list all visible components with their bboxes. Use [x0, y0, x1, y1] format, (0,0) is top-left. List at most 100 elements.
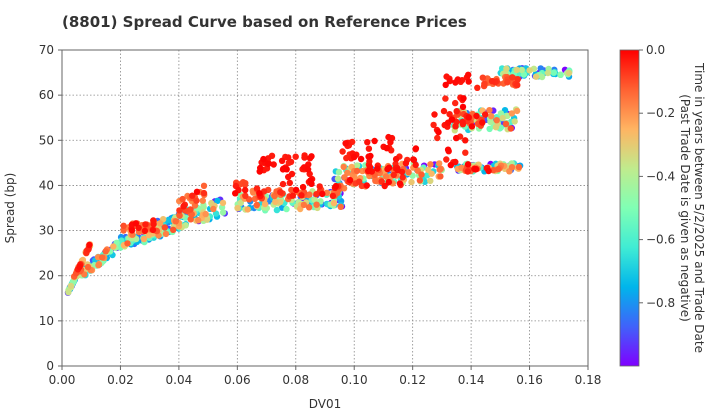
data-point: [191, 202, 199, 209]
data-point: [444, 146, 452, 153]
y-axis-label: Spread (bp): [3, 173, 17, 244]
data-point: [402, 160, 410, 167]
data-point: [142, 221, 149, 228]
data-point: [195, 217, 202, 224]
data-point: [481, 80, 488, 88]
data-point: [162, 230, 170, 238]
colorbar-tick-label: −0.4: [646, 169, 675, 183]
data-point: [508, 110, 516, 117]
data-point: [557, 71, 564, 78]
colorbar-tick-label: −0.8: [646, 296, 675, 310]
data-point: [392, 155, 400, 163]
data-point: [161, 224, 168, 231]
data-point: [353, 167, 361, 175]
data-point: [120, 227, 127, 234]
data-point: [65, 289, 72, 296]
data-point: [135, 224, 142, 232]
data-point: [356, 178, 363, 185]
data-point: [299, 183, 307, 191]
data-point: [305, 204, 313, 211]
data-point: [232, 190, 239, 197]
data-point: [141, 227, 149, 235]
x-tick-label: 0.04: [166, 373, 193, 387]
data-point: [212, 210, 220, 217]
data-point: [334, 175, 342, 182]
data-point: [405, 169, 412, 176]
data-point: [513, 107, 521, 115]
data-point: [277, 189, 284, 196]
data-point: [538, 73, 546, 81]
data-point: [452, 158, 459, 166]
data-points: [64, 65, 573, 296]
data-point: [67, 282, 75, 290]
data-point: [479, 74, 486, 81]
data-point: [453, 134, 460, 142]
data-point: [84, 263, 92, 271]
y-tick-label: 60: [39, 88, 54, 102]
data-point: [518, 66, 525, 74]
data-point: [150, 220, 157, 228]
y-tick-label: 0: [46, 359, 54, 373]
data-point: [193, 188, 201, 195]
data-point: [479, 119, 486, 126]
data-point: [399, 174, 406, 181]
data-point: [316, 183, 323, 190]
data-point: [265, 160, 272, 168]
data-point: [86, 241, 93, 249]
y-tick-label: 50: [39, 133, 54, 147]
data-point: [437, 173, 444, 180]
x-tick-label: 0.10: [341, 373, 368, 387]
data-point: [319, 190, 326, 198]
x-axis: 0.00 0.02 0.04 0.06 0.08 0.10 0.12 0.14 0.16 0.18: [49, 366, 601, 387]
data-point: [452, 99, 459, 107]
data-point: [283, 205, 290, 213]
data-point: [452, 79, 459, 86]
data-point: [172, 218, 179, 225]
data-point: [329, 192, 337, 200]
data-point: [385, 133, 392, 141]
data-point: [412, 161, 419, 169]
data-point: [187, 206, 194, 213]
data-point: [234, 204, 241, 212]
data-point: [110, 243, 117, 250]
data-point: [452, 123, 459, 130]
data-point: [187, 216, 194, 223]
data-point: [427, 177, 434, 185]
data-point: [149, 226, 157, 234]
data-point: [499, 114, 506, 122]
data-point: [286, 179, 293, 187]
data-point: [292, 186, 300, 194]
data-point: [189, 192, 196, 199]
data-point: [442, 95, 449, 102]
data-point: [304, 166, 312, 173]
data-point: [219, 199, 227, 207]
data-point: [387, 139, 394, 146]
data-point: [436, 160, 443, 167]
data-point: [300, 201, 308, 209]
chart-title: (8801) Spread Curve based on Reference P…: [62, 13, 467, 31]
data-point: [306, 191, 313, 198]
colorbar-tick-label: −0.2: [646, 106, 675, 120]
data-point: [493, 117, 500, 124]
data-point: [202, 210, 209, 218]
data-point: [428, 170, 435, 177]
data-point: [485, 167, 492, 175]
data-point: [431, 111, 438, 118]
data-point: [335, 168, 343, 176]
data-point: [396, 180, 404, 187]
data-point: [526, 67, 533, 74]
data-point: [486, 107, 493, 114]
data-point: [298, 192, 305, 199]
data-point: [332, 182, 340, 190]
data-point: [241, 181, 249, 189]
data-point: [200, 204, 207, 211]
data-point: [214, 197, 221, 204]
data-point: [176, 207, 183, 214]
data-point: [283, 166, 290, 173]
data-point: [394, 166, 401, 174]
data-point: [372, 177, 379, 184]
data-point: [462, 149, 469, 156]
plot-area: [62, 50, 588, 366]
data-point: [273, 206, 281, 214]
